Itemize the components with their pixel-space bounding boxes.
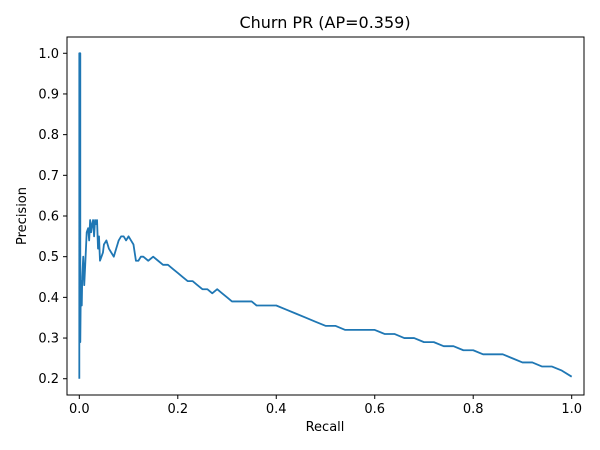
x-tick-label: 0.4 [266,402,287,417]
y-tick-label: 0.6 [38,210,59,225]
x-tick-label: 1.0 [561,402,582,417]
y-tick-label: 0.3 [38,332,59,347]
y-axis-ticks: 0.2 0.3 0.4 0.5 0.6 0.7 0.8 0.9 1.0 [38,47,67,387]
x-tick-label: 0.2 [167,402,188,417]
y-tick-label: 0.7 [38,169,59,184]
y-tick-label: 0.2 [38,372,59,387]
y-tick-label: 0.4 [38,291,59,306]
x-axis-label: Recall [306,420,345,435]
y-tick-label: 0.8 [38,128,59,143]
plot-frame [66,36,585,396]
x-axis-ticks: 0.0 0.2 0.4 0.6 0.8 1.0 [69,395,582,417]
x-tick-label: 0.8 [463,402,484,417]
x-tick-label: 0.0 [69,402,90,417]
y-tick-label: 0.9 [38,87,59,102]
chart-title: Churn PR (AP=0.359) [239,13,410,32]
y-tick-label: 0.5 [38,250,59,265]
y-tick-label: 1.0 [38,47,59,62]
y-axis-label: Precision [15,187,30,245]
precision-recall-line [78,52,573,379]
x-tick-label: 0.6 [364,402,385,417]
